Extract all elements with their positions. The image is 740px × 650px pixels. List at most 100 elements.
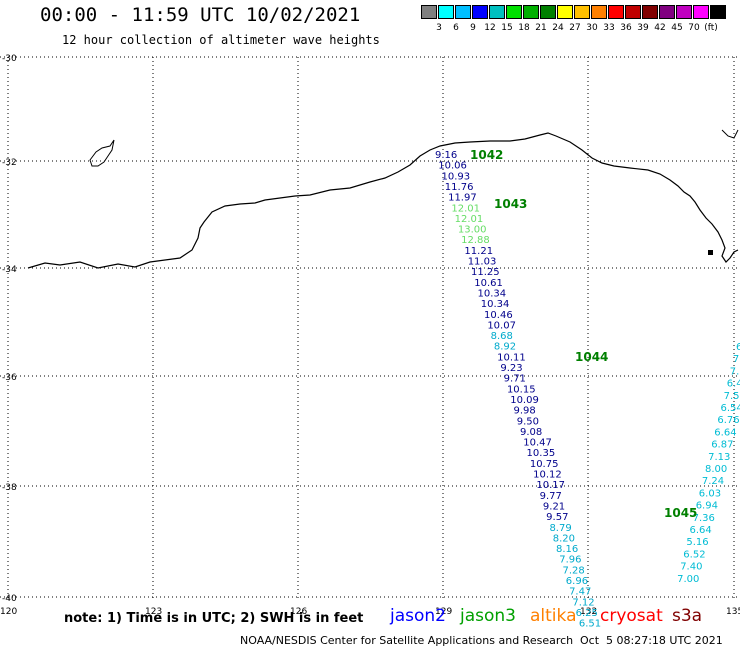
swh-value: 10.93 xyxy=(442,171,471,182)
swh-value: 6.4 xyxy=(727,379,740,390)
swh-value: 6.51 xyxy=(579,619,601,630)
scale-label: 39 xyxy=(637,23,649,33)
scale-label: 36 xyxy=(620,23,632,33)
tasmania-coast xyxy=(721,129,739,139)
swh-value: 8.16 xyxy=(556,544,578,555)
scale-swatch xyxy=(659,5,675,19)
swh-value: 8.92 xyxy=(494,342,516,353)
swh-value: 10.34 xyxy=(481,299,510,310)
longitude-label: 129 xyxy=(435,607,452,617)
longitude-label: 123 xyxy=(145,607,162,617)
satellite-name: altika xyxy=(530,606,577,626)
swh-value: 7.24 xyxy=(702,476,724,487)
latitude-label: -38 xyxy=(2,483,17,493)
swh-value: 7.96 xyxy=(559,555,581,566)
kangaroo-island xyxy=(89,139,115,167)
map-title: 00:00 - 11:59 UTC 10/02/2021 xyxy=(40,4,361,26)
swh-value: 10.75 xyxy=(530,459,559,470)
latitude-label: -30 xyxy=(2,54,17,64)
swh-value: 7.12 xyxy=(572,597,594,608)
swh-value: 11.03 xyxy=(468,257,497,268)
latitude-label: -34 xyxy=(2,265,17,275)
swh-value: 7.36 xyxy=(693,513,715,524)
swh-value: 7.47 xyxy=(569,587,591,598)
swh-value: 9.71 xyxy=(504,374,526,385)
scale-label: 18 xyxy=(518,23,530,33)
longitude-label: 132 xyxy=(580,607,597,617)
swh-value: 10.12 xyxy=(533,470,562,481)
land-marker xyxy=(708,250,713,255)
swh-value: 6.64 xyxy=(714,427,736,438)
scale-swatch xyxy=(676,5,692,19)
scale-swatch xyxy=(591,5,607,19)
swh-value: 7.5 xyxy=(724,391,740,402)
scale-swatch xyxy=(710,5,726,19)
scale-swatch xyxy=(506,5,522,19)
swh-value: 6.94 xyxy=(696,501,718,512)
scale-label: (ft) xyxy=(704,23,718,33)
scale-label: 24 xyxy=(552,23,564,33)
swh-value: 6 xyxy=(736,342,740,353)
latitude-label: -36 xyxy=(2,373,17,383)
scale-label: 33 xyxy=(603,23,615,33)
swh-value: 12.01 xyxy=(451,203,480,214)
swh-value: 6.52 xyxy=(683,549,705,560)
swh-value: 11.25 xyxy=(471,267,500,278)
scale-label: 45 xyxy=(671,23,683,33)
scale-label: 21 xyxy=(535,23,547,33)
swh-value: 10.17 xyxy=(536,480,565,491)
scale-swatch xyxy=(642,5,658,19)
scale-swatch xyxy=(523,5,539,19)
swh-value: 10.06 xyxy=(438,161,467,172)
swh-value: 6.03 xyxy=(699,488,721,499)
swh-value: 9.08 xyxy=(520,427,542,438)
swh-value: 8.68 xyxy=(491,331,513,342)
scale-swatch xyxy=(625,5,641,19)
swh-value: 10.61 xyxy=(474,278,503,289)
footnote: note: 1) Time is in UTC; 2) SWH is in fe… xyxy=(64,611,364,626)
swh-value: 6.76 xyxy=(717,415,739,426)
swh-value: 10.46 xyxy=(484,310,513,321)
scale-swatch xyxy=(421,5,437,19)
scale-swatch xyxy=(455,5,471,19)
longitude-label: 126 xyxy=(290,607,307,617)
latitude-label: -40 xyxy=(2,594,17,604)
orbit-number: 1042 xyxy=(470,148,503,162)
swh-value: 7.40 xyxy=(680,562,702,573)
swh-value: 6.25 xyxy=(576,608,598,619)
scale-label: 12 xyxy=(484,23,496,33)
orbit-number: 1045 xyxy=(664,506,697,520)
scale-swatch xyxy=(540,5,556,19)
swh-value: 10.34 xyxy=(478,288,507,299)
scale-swatch xyxy=(557,5,573,19)
swh-value: 10.07 xyxy=(487,320,516,331)
scale-label: 70 xyxy=(688,23,700,33)
coastline xyxy=(27,132,739,269)
scale-label: 30 xyxy=(586,23,598,33)
scale-label: 15 xyxy=(501,23,513,33)
swh-value: 12.88 xyxy=(461,235,490,246)
swh-value: 8.00 xyxy=(705,464,727,475)
orbit-labels: 1042 1043 1044 1045 xyxy=(470,148,697,520)
swh-value: 13.00 xyxy=(458,225,487,236)
latitude-label: -32 xyxy=(2,158,17,168)
swh-value: 6.54 xyxy=(721,403,740,414)
swh-value: 10.15 xyxy=(507,384,536,395)
swh-value: 7.13 xyxy=(708,452,730,463)
swh-value: 9.57 xyxy=(546,512,568,523)
swh-value: 6.96 xyxy=(566,576,588,587)
credit-line: NOAA/NESDIS Center for Satellite Applica… xyxy=(240,634,574,647)
scale-swatch xyxy=(438,5,454,19)
scale-label: 9 xyxy=(470,23,476,33)
swh-value: 11.97 xyxy=(448,193,477,204)
latitude-labels: -30 -32 -34 -36 -38 -40 xyxy=(2,54,17,604)
swh-value: 10.47 xyxy=(523,438,552,449)
grid-lines xyxy=(0,56,740,600)
orbit-number: 1044 xyxy=(575,350,608,364)
scale-label: 3 xyxy=(436,23,442,33)
swh-value: 7.00 xyxy=(677,574,699,585)
swh-value: 9.77 xyxy=(540,491,562,502)
altimeter-track-2: 677.6.47.56.546.766.646.877.138.007.246.… xyxy=(677,342,740,585)
swh-value: 9.16 xyxy=(435,150,457,161)
altimeter-track-1: 9.1610.0610.9311.7611.9712.0112.0113.001… xyxy=(435,150,601,630)
